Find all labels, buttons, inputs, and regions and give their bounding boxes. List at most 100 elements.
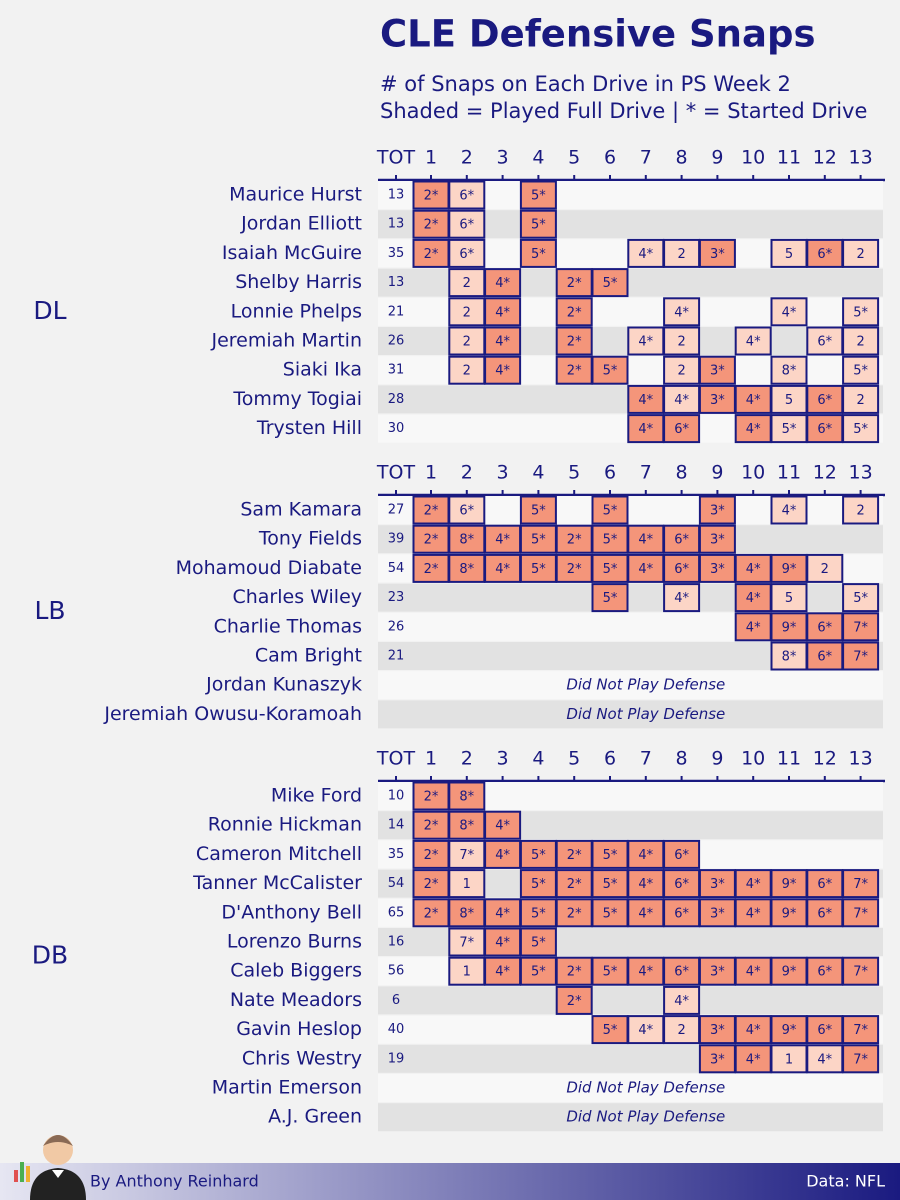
snap-label: 4* (495, 276, 510, 291)
snap-label: 2* (567, 965, 582, 980)
column-header: 9 (711, 462, 723, 484)
column-header: 5 (568, 147, 580, 169)
snap-label: 5* (531, 848, 546, 863)
snap-label: 2* (424, 504, 439, 519)
snap-label: 5* (603, 533, 618, 548)
total-snaps: 40 (388, 1022, 405, 1037)
player-name: Trysten Hill (256, 417, 362, 439)
snap-cell (448, 180, 486, 210)
footer-source: Data: NFL (806, 1172, 885, 1191)
snap-label: 5* (853, 305, 868, 320)
player-name: A.J. Green (268, 1106, 362, 1128)
total-snaps: 21 (388, 304, 405, 319)
snap-label: 4* (495, 848, 510, 863)
snap-label: 7* (853, 620, 868, 635)
column-header: 5 (568, 748, 580, 770)
snap-label: 5 (785, 247, 793, 262)
snap-label: 5* (603, 276, 618, 291)
snap-cell (412, 898, 450, 928)
snap-cell (484, 524, 522, 554)
snap-cell (770, 297, 808, 327)
snap-label: 2 (463, 335, 471, 350)
snap-label: 8* (459, 790, 474, 805)
snap-label: 5* (531, 218, 546, 233)
snap-label: 2 (856, 504, 864, 519)
snap-cell (806, 1015, 844, 1045)
snap-label: 2 (821, 562, 829, 577)
snap-label: 7* (853, 1052, 868, 1067)
snap-label: 6* (817, 877, 832, 892)
snap-label: 6* (459, 247, 474, 262)
did-not-play: Did Not Play Defense (566, 1108, 725, 1126)
snap-label: 6* (817, 906, 832, 921)
snap-cell (484, 297, 522, 327)
snap-label: 4* (638, 906, 653, 921)
snap-cell (519, 927, 557, 957)
column-header: 3 (497, 462, 509, 484)
snap-label: 7* (459, 936, 474, 951)
snap-cell (806, 553, 844, 583)
snap-cell (555, 985, 593, 1015)
snap-label: 4* (638, 965, 653, 980)
player-name: Tony Fields (258, 528, 362, 550)
snap-label: 2 (677, 1023, 685, 1038)
snap-cell (663, 414, 701, 444)
row-band (378, 1074, 883, 1102)
snap-label: 9* (782, 965, 797, 980)
column-header: TOT (376, 147, 416, 169)
snap-label: 2 (856, 335, 864, 350)
snap-label: 5* (603, 504, 618, 519)
snap-cell (519, 956, 557, 986)
logo (14, 1135, 86, 1200)
snap-label: 2* (567, 305, 582, 320)
player-name: Chris Westry (242, 1047, 362, 1069)
player-name: Gavin Heslop (236, 1018, 362, 1040)
snap-label: 4* (495, 936, 510, 951)
snap-cell (842, 869, 880, 899)
column-header: 7 (640, 462, 652, 484)
snap-cell (555, 956, 593, 986)
snap-cell (484, 268, 522, 298)
snap-label: 3* (710, 965, 725, 980)
snap-label: 4* (638, 562, 653, 577)
snap-cell (591, 839, 629, 869)
snap-label: 9* (782, 562, 797, 577)
snap-cell (842, 1015, 880, 1045)
total-snaps: 13 (388, 275, 405, 290)
did-not-play: Did Not Play Defense (566, 705, 725, 723)
snap-label: 4* (638, 533, 653, 548)
snap-cell (734, 326, 772, 356)
snap-cell (412, 495, 450, 525)
snap-cell (663, 384, 701, 414)
snap-cell (627, 1015, 665, 1045)
column-header: 7 (640, 147, 652, 169)
snap-cell (448, 268, 486, 298)
snap-label: 2 (677, 364, 685, 379)
snap-label: 1 (463, 877, 471, 892)
snap-cell (663, 839, 701, 869)
snap-label: 2* (424, 189, 439, 204)
player-name: Caleb Biggers (230, 960, 362, 982)
snap-cell (842, 355, 880, 385)
column-header: 11 (777, 462, 801, 484)
row-band (378, 1103, 883, 1132)
snap-cell (412, 238, 450, 268)
snap-cell (663, 1015, 701, 1045)
snap-label: 7* (853, 965, 868, 980)
snap-label: 2 (463, 276, 471, 291)
snap-cell (663, 326, 701, 356)
snap-label: 5* (603, 848, 618, 863)
snap-cell (591, 583, 629, 613)
column-header: 13 (849, 748, 873, 770)
snap-cell (698, 495, 736, 525)
snap-label: 4* (638, 335, 653, 350)
snap-label: 8* (459, 533, 474, 548)
snap-cell (412, 209, 450, 239)
snap-label: 4* (495, 533, 510, 548)
snap-label: 9* (782, 1023, 797, 1038)
snap-cell (770, 414, 808, 444)
snap-cell (484, 326, 522, 356)
snap-cell (555, 268, 593, 298)
snap-label: 5* (531, 562, 546, 577)
snap-label: 3* (710, 247, 725, 262)
